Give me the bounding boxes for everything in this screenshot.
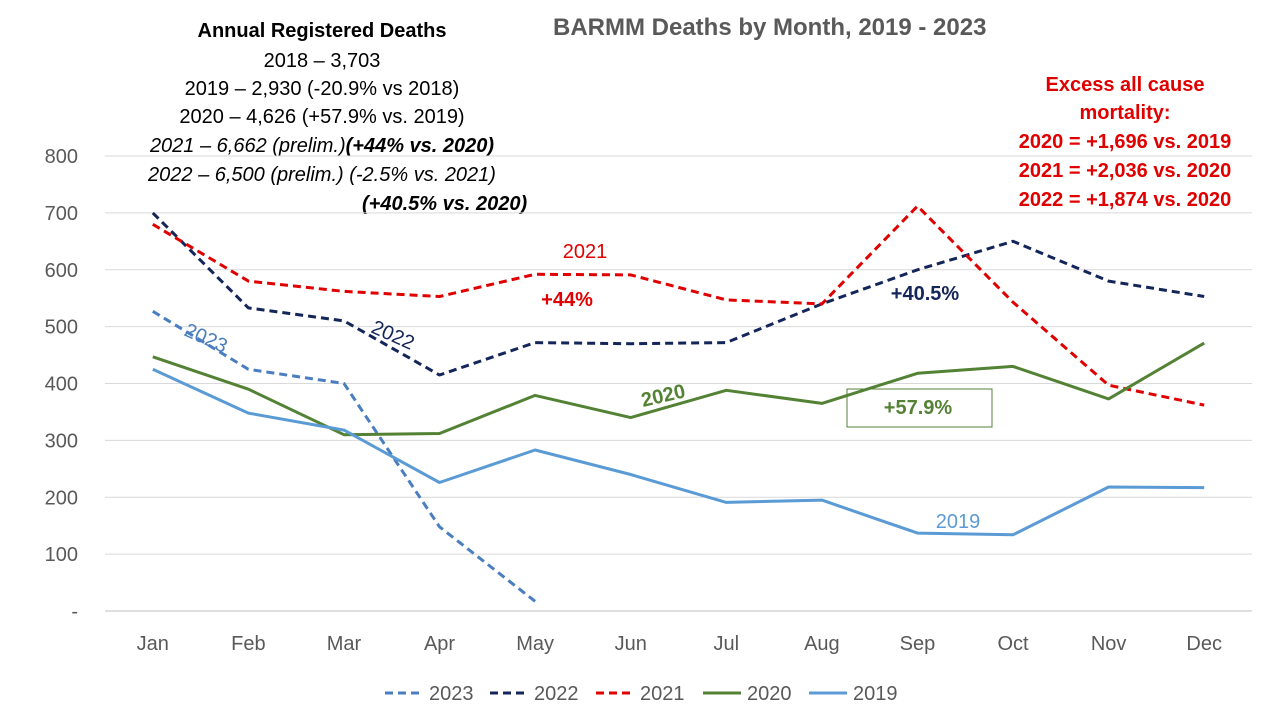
- excess-2021: 2021 = +2,036 vs. 2020: [1018, 160, 1232, 182]
- y-tick-label: 400: [45, 374, 78, 396]
- y-tick-label: 300: [45, 430, 78, 452]
- y-tick-label: 700: [45, 203, 78, 225]
- series-annotation-label: +40.5%: [891, 283, 960, 305]
- excess-2022: 2022 = +1,874 vs. 2020: [1018, 189, 1232, 211]
- annual-deaths-2020: 2020 – 4,626 (+57.9% vs. 2019): [179, 106, 465, 128]
- annual-deaths-2021-text: 2021 – 6,662 (prelim.): [149, 135, 346, 157]
- annual-deaths-2018: 2018 – 3,703: [263, 50, 381, 72]
- series-annotation-label: 2021: [563, 241, 608, 263]
- x-tick-label: Feb: [231, 633, 265, 655]
- x-tick-label: Oct: [997, 633, 1029, 655]
- annual-deaths-2022-change: (+40.5% vs. 2020): [362, 193, 528, 215]
- excess-2020: 2020 = +1,696 vs. 2019: [1018, 131, 1232, 153]
- series-annotation-label: +44%: [541, 289, 593, 311]
- y-tick-label: -: [71, 601, 78, 623]
- legend-label-2020: 2020: [747, 683, 792, 705]
- legend-label-2019: 2019: [853, 683, 898, 705]
- annual-deaths-heading: Annual Registered Deaths: [197, 20, 447, 42]
- y-tick-label: 100: [45, 544, 78, 566]
- x-tick-label: Dec: [1186, 633, 1222, 655]
- excess-title-line2: mortality:: [1079, 102, 1171, 124]
- x-tick-label: Sep: [900, 633, 936, 655]
- x-tick-label: Nov: [1091, 633, 1127, 655]
- annotation-box: [846, 388, 993, 428]
- series-annotation-label: 2020: [639, 380, 687, 411]
- series-line-2021: [152, 204, 1205, 407]
- series-annotation-label: 2023: [181, 319, 231, 357]
- x-tick-label: Apr: [424, 633, 455, 655]
- annual-deaths-2021-change: (+44% vs. 2020): [345, 135, 495, 157]
- x-tick-label: May: [516, 633, 554, 655]
- y-tick-label: 600: [45, 260, 78, 282]
- excess-title-line1: Excess all cause: [1045, 74, 1205, 96]
- y-tick-label: 200: [45, 487, 78, 509]
- series-line-2023: [152, 310, 537, 603]
- x-tick-label: Mar: [327, 633, 362, 655]
- series-line-2019: [152, 367, 1205, 537]
- x-tick-label: Jun: [615, 633, 647, 655]
- y-tick-label: 500: [45, 317, 78, 339]
- x-tick-label: Jul: [714, 633, 740, 655]
- legend-label-2022: 2022: [534, 683, 579, 705]
- series-annotation-label: 2019: [936, 511, 981, 533]
- x-tick-label: Jan: [137, 633, 169, 655]
- annual-deaths-2021: 2021 – 6,662 (prelim.)(+44% vs. 2020): [120, 135, 524, 158]
- series-line-2022: [151, 211, 1205, 377]
- x-tick-label: Aug: [804, 633, 840, 655]
- annual-deaths-2019: 2019 – 2,930 (-20.9% vs 2018): [184, 78, 460, 100]
- legend-label-2023: 2023: [429, 683, 474, 705]
- series-annotation-label: +57.9%: [884, 397, 953, 419]
- y-tick-label: 800: [45, 146, 78, 168]
- legend-label-2021: 2021: [640, 683, 685, 705]
- chart-title: BARMM Deaths by Month, 2019 - 2023: [553, 14, 987, 41]
- annual-deaths-2022: 2022 – 6,500 (prelim.) (-2.5% vs. 2021): [120, 164, 524, 187]
- annual-deaths-2022-text: 2022 – 6,500 (prelim.) (-2.5% vs. 2021): [148, 164, 496, 186]
